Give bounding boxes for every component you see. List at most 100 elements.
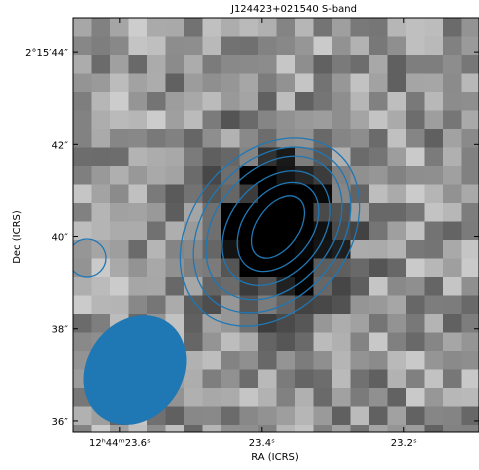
- pixel: [110, 129, 129, 148]
- pixel: [221, 92, 240, 111]
- pixel: [462, 203, 479, 222]
- pixel: [388, 277, 407, 296]
- pixel: [221, 55, 240, 74]
- y-tick-label: 40″: [52, 233, 69, 244]
- pixel: [240, 166, 259, 185]
- pixel: [129, 259, 148, 278]
- pixel: [110, 74, 129, 93]
- pixel: [184, 296, 203, 315]
- pixel: [129, 129, 148, 148]
- pixel: [462, 277, 479, 296]
- pixel: [110, 296, 129, 315]
- pixel: [388, 388, 407, 407]
- pixel: [314, 92, 333, 111]
- y-tick-label: 42″: [52, 140, 69, 151]
- pixel: [221, 333, 240, 352]
- pixel: [73, 111, 92, 130]
- pixel: [351, 111, 370, 130]
- pixel: [240, 111, 259, 130]
- pixel: [92, 129, 111, 148]
- pixel: [351, 259, 370, 278]
- pixel: [221, 111, 240, 130]
- pixel: [369, 55, 388, 74]
- pixel: [332, 55, 351, 74]
- pixel: [314, 314, 333, 333]
- pixel: [295, 351, 314, 370]
- pixel: [388, 296, 407, 315]
- pixel: [147, 129, 166, 148]
- pixel: [73, 259, 92, 278]
- x-tick-label: 12ʰ44ᵐ23.6ˢ: [89, 438, 151, 449]
- pixel: [110, 55, 129, 74]
- pixel: [314, 333, 333, 352]
- pixel: [351, 388, 370, 407]
- pixel: [388, 203, 407, 222]
- pixel: [110, 148, 129, 167]
- pixel: [258, 18, 277, 37]
- pixel: [221, 407, 240, 426]
- pixel: [388, 148, 407, 167]
- y-tick-label: 2°15′44″: [25, 48, 68, 59]
- pixel: [166, 425, 185, 444]
- pixel: [166, 92, 185, 111]
- pixel: [184, 92, 203, 111]
- pixel: [388, 185, 407, 204]
- pixel: [388, 407, 407, 426]
- pixel: [425, 333, 444, 352]
- chart-title: J124423+021540 S-band: [230, 4, 357, 15]
- pixel: [184, 185, 203, 204]
- pixel: [295, 185, 314, 204]
- x-tick-label: 23.4ˢ: [249, 438, 275, 449]
- pixel: [388, 129, 407, 148]
- pixel: [425, 37, 444, 56]
- pixel: [462, 92, 479, 111]
- pixel: [388, 314, 407, 333]
- pixel: [166, 203, 185, 222]
- pixel: [295, 370, 314, 389]
- pixel: [258, 259, 277, 278]
- pixel: [203, 74, 222, 93]
- pixel: [258, 166, 277, 185]
- pixel: [369, 277, 388, 296]
- pixel: [240, 240, 259, 259]
- pixel: [166, 74, 185, 93]
- pixel: [92, 240, 111, 259]
- pixel: [184, 333, 203, 352]
- pixel: [332, 277, 351, 296]
- pixel: [388, 240, 407, 259]
- pixel: [221, 185, 240, 204]
- pixel: [425, 74, 444, 93]
- pixel: [443, 92, 462, 111]
- pixel: [406, 129, 425, 148]
- pixel: [277, 333, 296, 352]
- pixel: [240, 351, 259, 370]
- pixel: [425, 388, 444, 407]
- pixel: [443, 407, 462, 426]
- pixel: [277, 277, 296, 296]
- pixel: [314, 18, 333, 37]
- pixel: [388, 370, 407, 389]
- pixel: [425, 314, 444, 333]
- pixel: [369, 425, 388, 444]
- pixel: [462, 222, 479, 241]
- pixel: [351, 129, 370, 148]
- pixel: [166, 166, 185, 185]
- pixel: [203, 388, 222, 407]
- pixel: [277, 351, 296, 370]
- pixel: [406, 370, 425, 389]
- pixel: [332, 111, 351, 130]
- pixel: [425, 129, 444, 148]
- pixel: [147, 259, 166, 278]
- pixel: [277, 388, 296, 407]
- pixel: [166, 111, 185, 130]
- pixel: [369, 314, 388, 333]
- pixel: [406, 166, 425, 185]
- pixel: [295, 407, 314, 426]
- pixel: [406, 296, 425, 315]
- pixel: [92, 74, 111, 93]
- pixel: [443, 425, 462, 444]
- pixel: [184, 425, 203, 444]
- pixel: [92, 18, 111, 37]
- pixel: [240, 314, 259, 333]
- pixel: [462, 37, 479, 56]
